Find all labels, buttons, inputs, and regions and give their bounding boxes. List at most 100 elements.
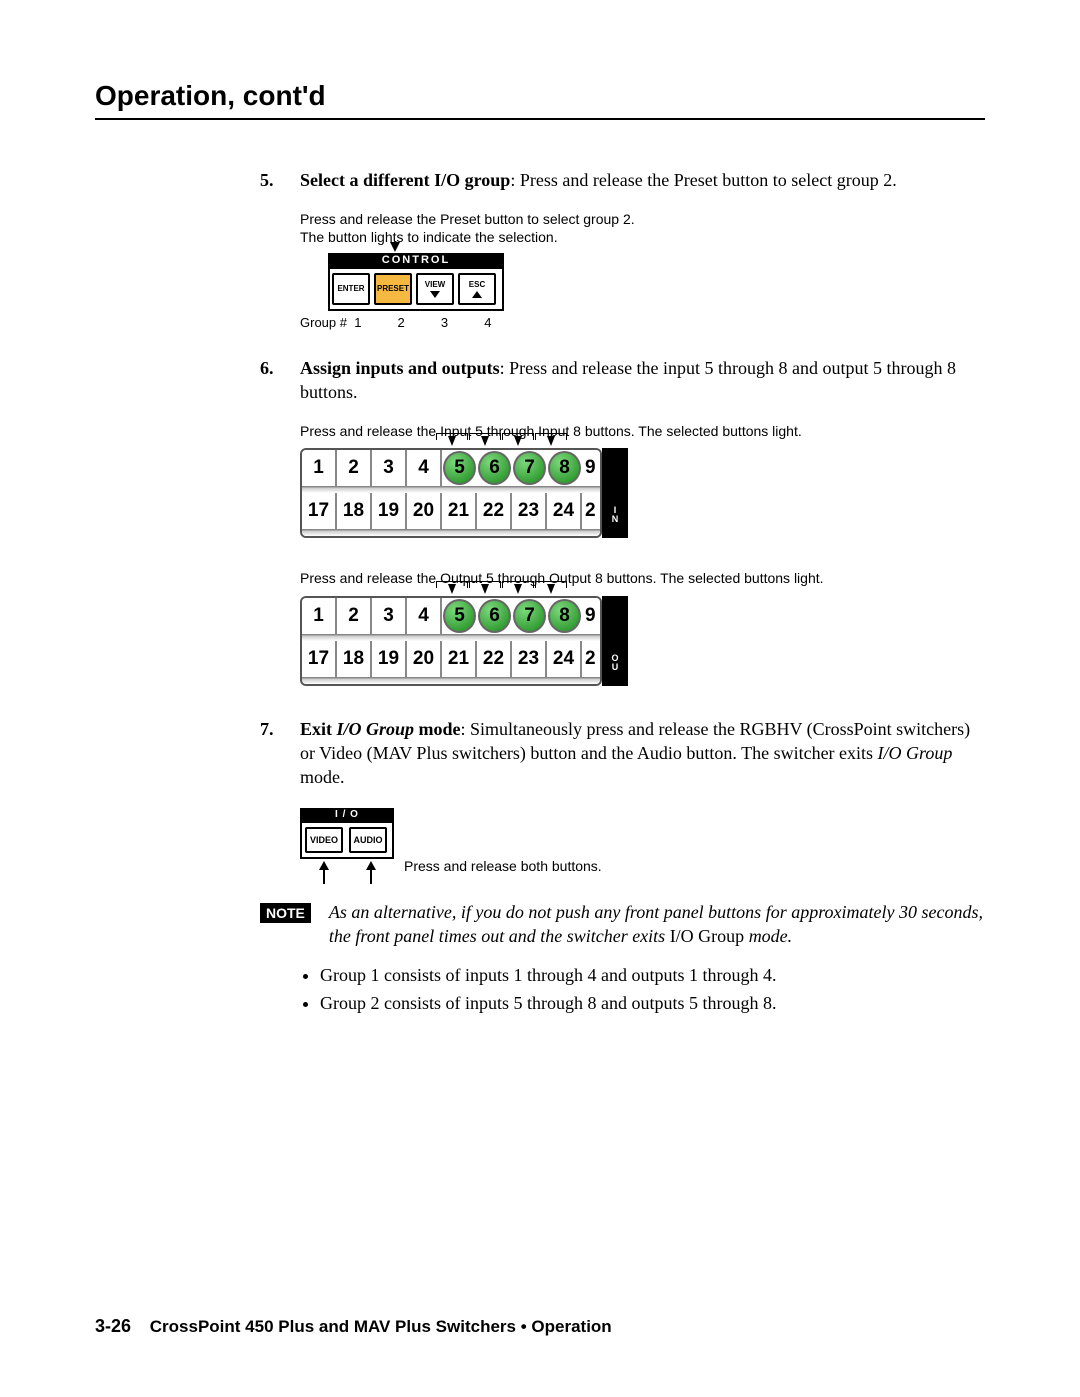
note-text-a: As an alternative, if you do not push an… — [329, 902, 983, 946]
arrow-up-icon — [366, 861, 376, 870]
num-button: 4 — [407, 598, 442, 634]
bullet-item: Group 2 consists of inputs 5 through 8 a… — [320, 990, 985, 1016]
num-button-selected: 5 — [442, 598, 477, 634]
step-bold: mode — [419, 719, 461, 739]
in-label: I N — [602, 448, 628, 538]
note-roman: I/O Group — [670, 926, 745, 946]
audio-button: AUDIO — [349, 827, 387, 853]
num-button: 17 — [302, 641, 337, 677]
note-text-b: mode. — [744, 926, 792, 946]
num-button-selected: 7 — [512, 598, 547, 634]
step-5: 5. Select a different I/O group: Press a… — [260, 168, 985, 192]
video-button: VIDEO — [305, 827, 343, 853]
arrow-down-icon — [547, 436, 555, 446]
num-button: 19 — [372, 641, 407, 677]
arrow-group — [448, 436, 555, 446]
num-button: 19 — [372, 493, 407, 529]
step-bolditalic: I/O Group — [337, 719, 415, 739]
arrow-up-icon — [319, 861, 329, 870]
num-button: 1 — [302, 450, 337, 486]
step-text: : Press and release the Preset button to… — [510, 170, 896, 190]
arrow-down-icon — [448, 436, 456, 446]
num-button: 17 — [302, 493, 337, 529]
arrow-down-icon — [390, 242, 400, 252]
arrow-down-icon — [481, 436, 489, 446]
num-button-selected: 6 — [477, 598, 512, 634]
page-header: Operation, cont'd — [95, 80, 985, 120]
num-button: 1 — [302, 598, 337, 634]
num-button-selected: 8 — [547, 450, 582, 486]
arrow-down-icon — [547, 584, 555, 594]
num-button-selected: 6 — [477, 450, 512, 486]
num-button: 20 — [407, 641, 442, 677]
step-6: 6. Assign inputs and outputs: Press and … — [260, 356, 985, 405]
footer: 3-26 CrossPoint 450 Plus and MAV Plus Sw… — [95, 1316, 612, 1337]
triangle-down-icon — [430, 291, 440, 298]
page-number: 3-26 — [95, 1316, 131, 1336]
num-button-selected: 8 — [547, 598, 582, 634]
num-button-partial: 9 — [582, 450, 600, 486]
figure-control-panel: Press and release the Preset button to s… — [300, 210, 985, 329]
num-button: 22 — [477, 641, 512, 677]
figure-io-panel: I / O VIDEO AUDIO Press and release both… — [300, 808, 985, 874]
esc-button: ESC — [458, 273, 496, 305]
num-button: 21 — [442, 641, 477, 677]
bullet-item: Group 1 consists of inputs 1 through 4 a… — [320, 962, 985, 988]
preset-button: PRESET — [374, 273, 412, 305]
num-button: 22 — [477, 493, 512, 529]
step-7: 7. Exit I/O Group mode: Simultaneously p… — [260, 717, 985, 790]
step-body: Exit I/O Group mode: Simultaneously pres… — [300, 717, 985, 790]
num-button: 23 — [512, 641, 547, 677]
num-button: 24 — [547, 493, 582, 529]
step-number: 5. — [260, 168, 300, 192]
control-label: CONTROL — [382, 254, 450, 266]
num-button: 20 — [407, 493, 442, 529]
input-panel: 12345678917181920212223242 — [300, 448, 602, 538]
num-button: 23 — [512, 493, 547, 529]
caption: Press and release the Output 5 through O… — [300, 569, 985, 587]
step-bold: Exit — [300, 719, 332, 739]
btn-label: ESC — [469, 280, 485, 289]
caption: Press and release both buttons. — [404, 858, 985, 874]
step-bold: Select a different I/O group — [300, 170, 510, 190]
control-buttons: ENTER PRESET VIEW ESC — [328, 267, 504, 311]
caption-line: The button lights to indicate the select… — [300, 229, 558, 245]
figure-input-panel: Press and release the Input 5 through In… — [300, 422, 985, 543]
caption: Press and release the Preset button to s… — [300, 210, 985, 246]
note-badge: NOTE — [260, 903, 311, 923]
output-panel: 12345678917181920212223242 — [300, 596, 602, 686]
arrow-down-icon — [448, 584, 456, 594]
arrow-down-icon — [514, 436, 522, 446]
num-button: 3 — [372, 598, 407, 634]
num-button: 21 — [442, 493, 477, 529]
figure-output-panel: Press and release the Output 5 through O… — [300, 569, 985, 690]
num-button: 4 — [407, 450, 442, 486]
arrow-group — [448, 584, 555, 594]
caption-line: Press and release the Preset button to s… — [300, 211, 635, 227]
footer-title: CrossPoint 450 Plus and MAV Plus Switche… — [150, 1317, 612, 1336]
step-body: Select a different I/O group: Press and … — [300, 168, 985, 192]
control-header: CONTROL — [328, 253, 504, 267]
btn-label: VIEW — [425, 280, 445, 289]
arrow-down-icon — [481, 584, 489, 594]
num-button-partial: 2 — [582, 493, 600, 529]
step-number: 7. — [260, 717, 300, 790]
view-button: VIEW — [416, 273, 454, 305]
num-button-selected: 5 — [442, 450, 477, 486]
triangle-up-icon — [472, 291, 482, 298]
step-italic: I/O Group — [878, 743, 953, 763]
num-button-partial: 2 — [582, 641, 600, 677]
note: NOTE As an alternative, if you do not pu… — [260, 900, 985, 949]
step-text: mode. — [300, 767, 345, 787]
step-bold: Assign inputs and outputs — [300, 358, 500, 378]
group-labels: Group # 1 2 3 4 — [300, 315, 985, 330]
arrow-down-icon — [514, 584, 522, 594]
num-button: 2 — [337, 450, 372, 486]
caption: Press and release the Input 5 through In… — [300, 422, 985, 440]
io-header: I / O — [300, 808, 394, 821]
step-body: Assign inputs and outputs: Press and rel… — [300, 356, 985, 405]
num-button: 18 — [337, 641, 372, 677]
enter-button: ENTER — [332, 273, 370, 305]
io-buttons: VIDEO AUDIO — [300, 821, 394, 859]
num-button-selected: 7 — [512, 450, 547, 486]
